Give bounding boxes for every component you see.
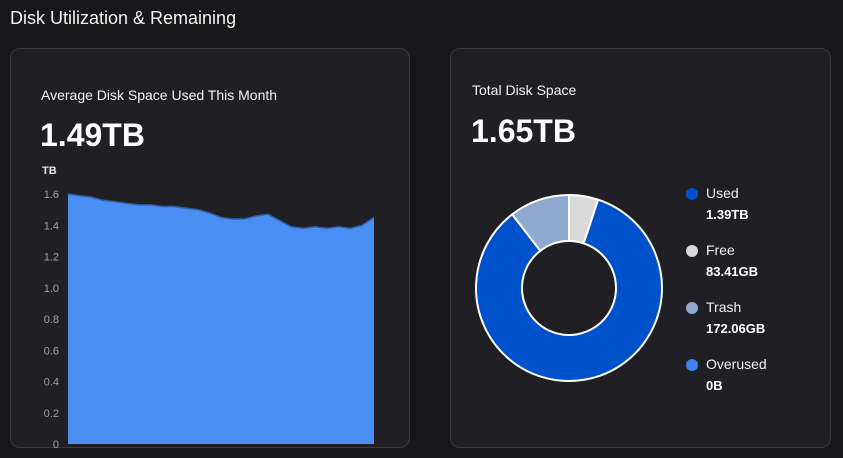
y-tick-label: 0.6 — [44, 345, 59, 357]
usage-area-fill — [68, 194, 374, 444]
total-card: Total Disk Space 1.65TB Used 1.39TB Free… — [450, 48, 831, 448]
donut-slice-used — [475, 198, 663, 382]
legend-label-trash: Trash — [706, 299, 742, 315]
legend-label-overused: Overused — [706, 356, 767, 372]
legend-dot-overused — [686, 359, 698, 371]
y-tick-label: 0.8 — [44, 314, 59, 326]
y-tick-label: 1.6 — [44, 189, 59, 201]
y-axis-unit-label: TB — [42, 165, 57, 177]
legend-value-used: 1.39TB — [706, 207, 749, 222]
legend-label-used: Used — [706, 185, 739, 201]
legend-dot-used — [686, 188, 698, 200]
legend-dot-trash — [686, 302, 698, 314]
usage-card: Average Disk Space Used This Month 1.49T… — [10, 48, 410, 449]
y-tick-label: 1.0 — [44, 283, 59, 295]
y-tick-label: 0.4 — [44, 377, 59, 389]
usage-card-value: 1.49TB — [40, 117, 145, 153]
legend-value-trash: 172.06GB — [706, 321, 766, 336]
total-card-title: Total Disk Space — [472, 82, 577, 98]
page-title: Disk Utilization & Remaining — [10, 8, 237, 28]
donut-slice-trash — [510, 193, 570, 253]
legend-value-free: 83.41GB — [706, 264, 759, 279]
usage-area-line — [67, 193, 375, 230]
y-tick-label: 1.4 — [44, 220, 59, 232]
legend-label-free: Free — [706, 242, 735, 258]
y-tick-label: 0.2 — [44, 408, 59, 420]
legend-value-overused: 0B — [706, 378, 723, 393]
legend-dot-free — [686, 245, 698, 257]
usage-card-title: Average Disk Space Used This Month — [41, 87, 278, 103]
y-tick-label: 0 — [53, 439, 59, 449]
disk-space-donut-chart — [475, 193, 663, 382]
total-card-value: 1.65TB — [471, 113, 576, 149]
disk-usage-area-chart: 00.20.40.60.81.01.21.41.6 SEPT 1SEPT 7SE… — [44, 189, 375, 449]
y-tick-label: 1.2 — [44, 252, 59, 264]
